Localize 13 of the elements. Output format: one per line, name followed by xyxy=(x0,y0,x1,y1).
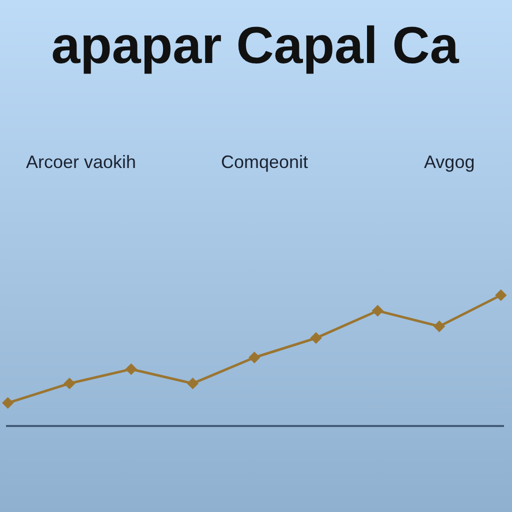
point xyxy=(433,320,446,332)
text: Avgog xyxy=(424,152,475,172)
point xyxy=(495,289,507,302)
point xyxy=(186,378,199,390)
point xyxy=(372,304,384,317)
point xyxy=(2,397,14,409)
text: Arcoer vaokih xyxy=(26,152,136,172)
chart-title: apapar Capal Ca xyxy=(51,17,460,76)
text: Comqeonit xyxy=(221,152,308,172)
point xyxy=(64,378,76,390)
point xyxy=(248,352,260,364)
point xyxy=(125,363,137,376)
point xyxy=(310,332,322,344)
